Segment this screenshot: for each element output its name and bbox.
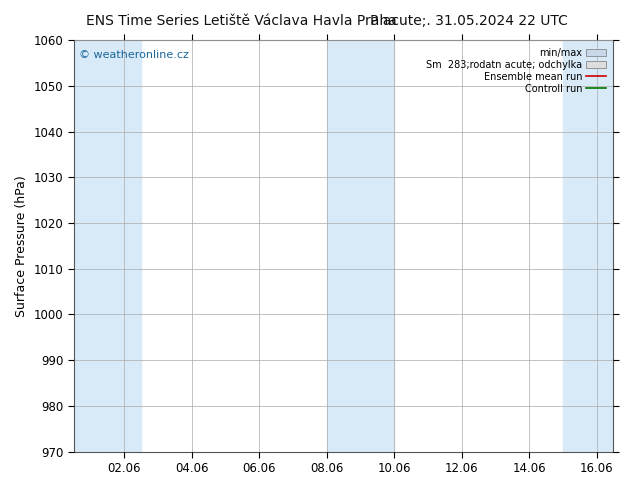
Legend: min/max, Sm  283;rodatn acute; odchylka, Ensemble mean run, Controll run: min/max, Sm 283;rodatn acute; odchylka, … — [424, 45, 609, 97]
Text: ENS Time Series Letiště Václava Havla Praha: ENS Time Series Letiště Václava Havla Pr… — [86, 14, 396, 28]
Bar — [563, 40, 614, 452]
Text: P acute;. 31.05.2024 22 UTC: P acute;. 31.05.2024 22 UTC — [370, 14, 568, 28]
Text: © weatheronline.cz: © weatheronline.cz — [79, 50, 189, 60]
Bar — [74, 40, 141, 452]
Y-axis label: Surface Pressure (hPa): Surface Pressure (hPa) — [15, 175, 28, 317]
Bar — [327, 40, 394, 452]
